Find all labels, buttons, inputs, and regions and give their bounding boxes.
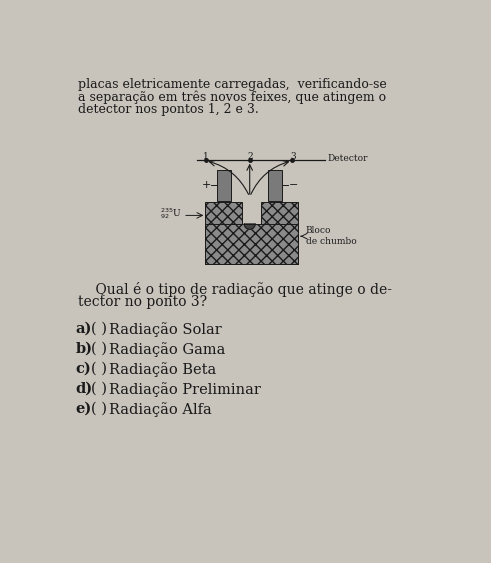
Bar bbox=[205, 224, 298, 264]
Text: b): b) bbox=[75, 342, 92, 356]
Text: detector nos pontos 1, 2 e 3.: detector nos pontos 1, 2 e 3. bbox=[79, 103, 259, 116]
Text: tector no ponto 3?: tector no ponto 3? bbox=[79, 296, 208, 310]
Text: $^{235}_{92}$U: $^{235}_{92}$U bbox=[160, 207, 182, 221]
Text: ( ): ( ) bbox=[91, 321, 107, 336]
Bar bbox=[205, 202, 242, 264]
Text: Radiação Beta: Radiação Beta bbox=[109, 361, 217, 377]
Text: e): e) bbox=[75, 402, 92, 415]
Text: ( ): ( ) bbox=[91, 342, 107, 356]
Polygon shape bbox=[245, 224, 255, 229]
Text: a): a) bbox=[75, 321, 92, 336]
Text: Bloco
de chumbo: Bloco de chumbo bbox=[305, 226, 356, 246]
Text: 1: 1 bbox=[203, 152, 209, 161]
Text: Radiação Gama: Radiação Gama bbox=[109, 342, 226, 356]
Bar bbox=[261, 202, 298, 264]
Text: ( ): ( ) bbox=[91, 361, 107, 376]
Text: Radiação Preliminar: Radiação Preliminar bbox=[109, 382, 261, 396]
Text: c): c) bbox=[75, 361, 91, 376]
Text: 3: 3 bbox=[290, 152, 296, 161]
Text: 2: 2 bbox=[247, 152, 253, 161]
Text: a separação em três novos feixes, que atingem o: a separação em três novos feixes, que at… bbox=[79, 91, 386, 104]
Text: Radiação Solar: Radiação Solar bbox=[109, 321, 222, 337]
Text: d): d) bbox=[75, 382, 92, 396]
Bar bbox=[217, 170, 231, 201]
Text: +: + bbox=[202, 180, 211, 190]
Text: ( ): ( ) bbox=[91, 402, 107, 415]
Text: −: − bbox=[288, 180, 298, 190]
Text: Detector: Detector bbox=[327, 154, 368, 163]
Text: ( ): ( ) bbox=[91, 382, 107, 396]
Text: placas eletricamente carregadas,  verificando-se: placas eletricamente carregadas, verific… bbox=[79, 78, 387, 91]
Text: Radiação Alfa: Radiação Alfa bbox=[109, 402, 212, 417]
Text: Qual é o tipo de radiação que atinge o de-: Qual é o tipo de radiação que atinge o d… bbox=[79, 282, 392, 297]
Bar bbox=[268, 170, 282, 201]
